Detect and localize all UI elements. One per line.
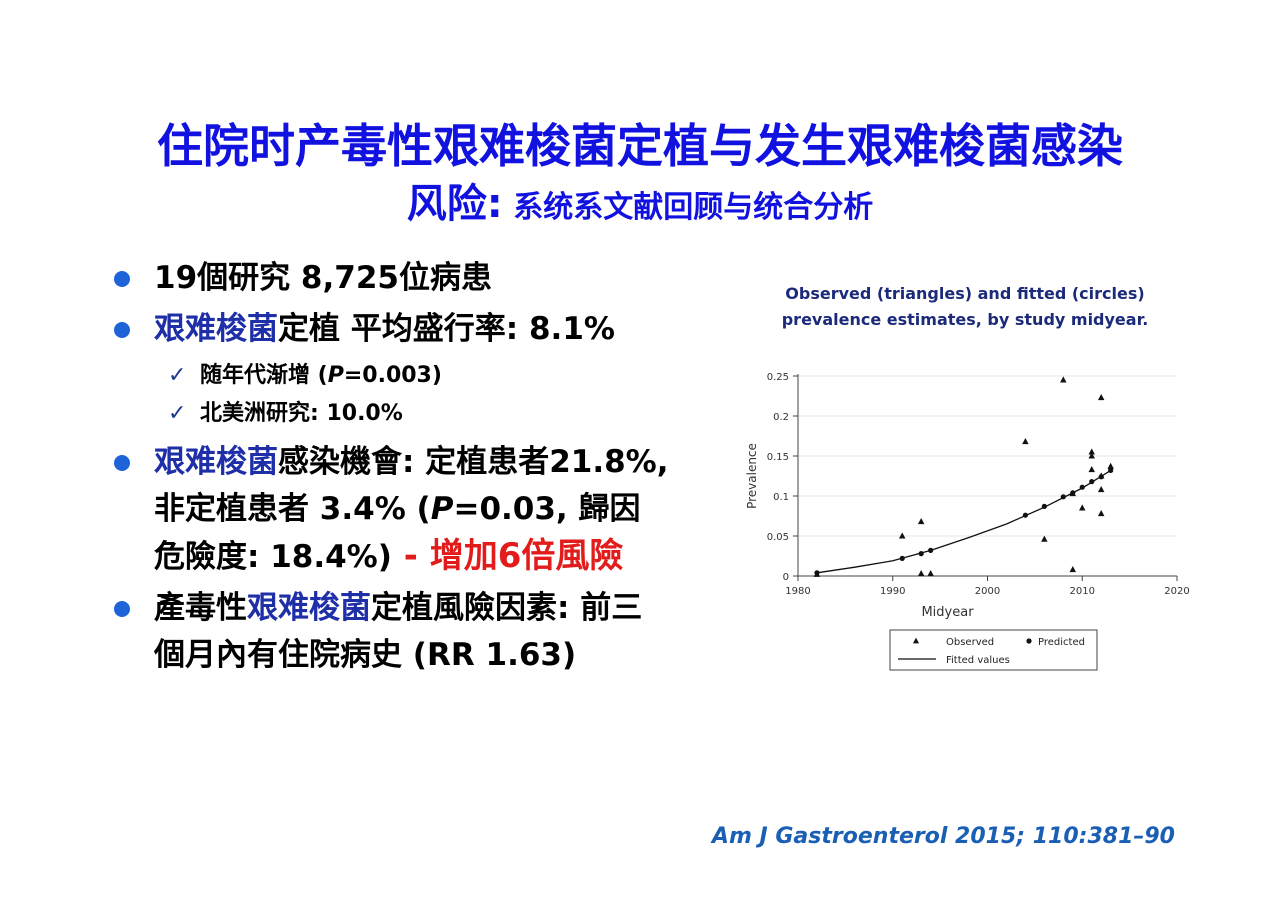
bullet-dot [114,601,130,617]
observed-point [1069,566,1077,573]
bullet-infection-line-1: 感染機會: 定植患者21.8%, [278,444,669,480]
observed-point [1041,535,1048,542]
y-axis-label: Prevalence [745,443,759,509]
observed-point [1097,486,1105,493]
bullet-list: 19個研究 8,725位病患 艰难梭菌定植 平均盛行率: 8.1% ✓ 随年代渐… [110,255,750,683]
y-tick-label: 0.05 [767,532,789,543]
chart-title-line-2: prevalence estimates, by study midyear. [781,310,1149,329]
citation: Am J Gastroenterol 2015; 110:381–90 [711,824,1175,849]
predicted-point [1079,484,1085,490]
predicted-point [928,547,934,553]
observed-point [1097,394,1105,401]
predicted-point [1041,503,1047,509]
chart-title: Observed (triangles) and fitted (circles… [745,281,1185,333]
predicted-point [918,551,924,557]
y-tick-label: 0.1 [773,492,789,503]
title-line-1: 住院时产毒性艰难梭菌定植与发生艰难梭菌感染 [157,119,1123,173]
bullet-dot [114,271,130,287]
y-tick-label: 0 [783,572,789,583]
observed-point [1088,448,1095,455]
prevalence-scatter-chart: 0 0.05 0.1 0.15 0.2 0.25 1980 1990 2000 2010 2020 M… [745,372,1190,671]
c-diff-term: 艰难梭菌 [154,311,278,347]
sub-bullet-trend: ✓ 随年代渐增 (P=0.003) [110,357,750,395]
bullet-infection-line-2a: 非定植患者 3.4% ( [154,491,431,527]
legend-box [889,629,1098,671]
legend-predicted-label: Predicted [1038,637,1085,648]
predicted-point [1089,479,1095,485]
x-tick-label: 1990 [880,586,905,597]
p-symbol: P [327,363,344,388]
observed-point [1069,490,1077,497]
observed-point [813,570,821,577]
legend-observed-marker [912,637,920,644]
bullet-dot [114,322,130,338]
predicted-point [1108,467,1114,473]
legend-fitted-label: Fitted values [946,655,1010,666]
predicted-point [899,555,905,561]
c-diff-term: 艰难梭菌 [247,590,371,626]
x-tick-label: 2010 [1070,586,1095,597]
c-diff-term: 艰难梭菌 [154,444,278,480]
slide-title: 住院时产毒性艰难梭菌定植与发生艰难梭菌感染 风险: 系统系文献回顾与统合分析 [0,114,1280,238]
observed-point [1088,466,1095,473]
title-line-2-main: 风险: [406,181,503,227]
y-tick-label: 0.15 [767,452,789,463]
observed-point [1097,472,1105,479]
legend-predicted-marker [1026,638,1032,644]
observed-point [898,532,906,539]
x-axis-label: Midyear [921,605,974,620]
y-tick-label: 0.2 [773,412,789,423]
sub-bullet-trend-a: 随年代渐增 ( [200,363,328,388]
observed-point [917,570,925,577]
check-icon: ✓ [168,401,187,426]
title-line-2: 风险: 系统系文献回顾与统合分析 [0,178,1280,238]
x-tick-label: 2000 [975,586,1000,597]
observed-point [1088,452,1095,459]
bullet-infection-line-2b: =0.03, 歸因 [453,491,641,527]
predicted-point [1022,512,1028,518]
observed-point [1060,376,1067,383]
sub-bullet-north-america-text: 北美洲研究: 10.0% [200,401,403,426]
bullet-studies-text: 19個研究 8,725位病患 [154,260,492,296]
bullet-dot [114,455,130,471]
bullet-colonization: 艰难梭菌定植 平均盛行率: 8.1% [110,306,750,353]
chart-title-line-1: Observed (triangles) and fitted (circles… [785,284,1145,303]
observed-point [1079,504,1086,511]
bullet-risk-factor-line-2: 個月內有住院病史 (RR 1.63) [154,637,577,673]
bullet-risk-factor-b: 定植風險因素: 前三 [371,590,643,626]
check-icon: ✓ [168,363,187,388]
observed-point [927,570,934,577]
bullet-risk-factor: 產毒性艰难梭菌定植風險因素: 前三 個月內有住院病史 (RR 1.63) [110,585,750,679]
observed-point [917,518,925,525]
bullet-infection-line-3: 危險度: 18.4%) [154,539,392,575]
p-symbol: P [430,491,454,527]
x-tick-label: 1980 [785,586,810,597]
observed-point [1107,462,1114,469]
predicted-point [1060,494,1066,500]
title-line-2-sub: 系统系文献回顾与统合分析 [502,190,874,225]
observed-point [1022,438,1029,445]
six-fold-risk-highlight: - 增加6倍風險 [391,536,624,576]
x-tick-label: 2020 [1164,586,1189,597]
sub-bullet-trend-b: =0.003) [343,363,442,388]
bullet-risk-factor-a: 產毒性 [154,590,247,626]
sub-bullet-north-america: ✓ 北美洲研究: 10.0% [110,395,750,433]
bullet-infection-risk: 艰难梭菌感染機會: 定植患者21.8%, 非定植患者 3.4% (P=0.03,… [110,439,750,581]
y-tick-label: 0.25 [767,372,789,383]
observed-point [1097,510,1105,517]
legend-observed-label: Observed [946,637,994,648]
fitted-line [816,469,1112,574]
bullet-colonization-text: 定植 平均盛行率: 8.1% [278,311,615,347]
bullet-studies: 19個研究 8,725位病患 [110,255,750,302]
